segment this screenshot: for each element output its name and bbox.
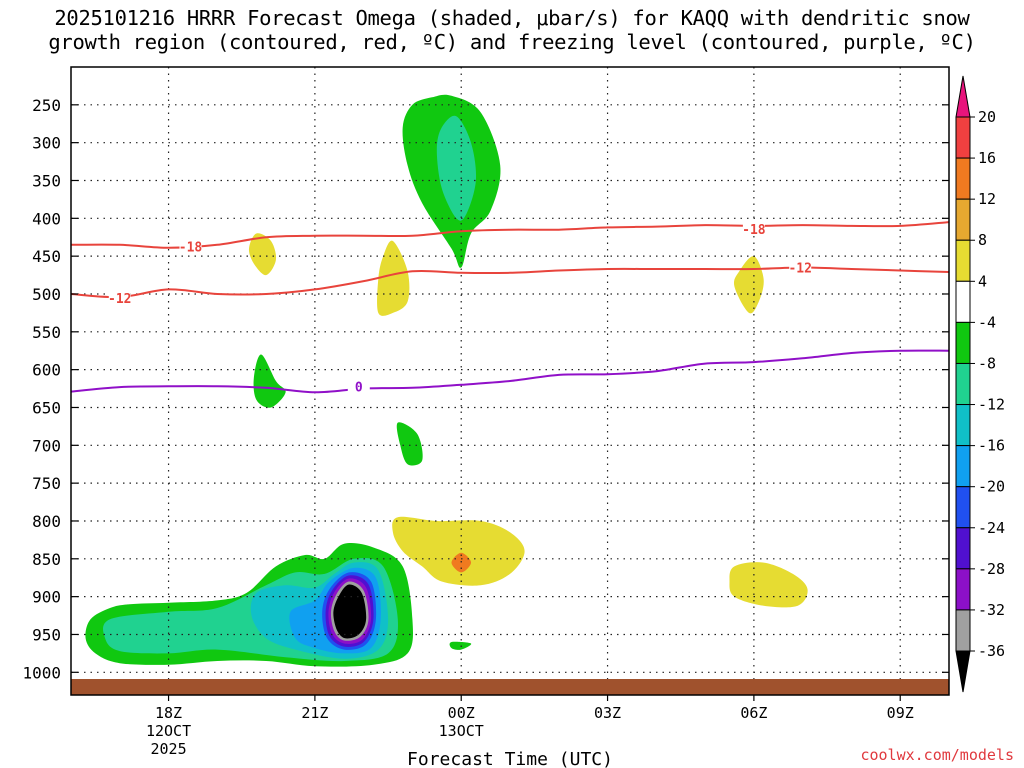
x-tick-date-00Z: 13OCT — [439, 722, 484, 740]
x-tick-year-18Z: 2025 — [150, 740, 186, 758]
contour-line--12 — [71, 266, 949, 299]
colorbar-top-arrow — [955, 75, 971, 118]
colorbar-label-11: -28 — [978, 560, 1005, 578]
omega-region-16 — [733, 256, 764, 314]
omega-region-1 — [436, 115, 477, 221]
colorbar-label-5: -4 — [978, 313, 996, 331]
y-axis: 250 300 350 400 450 500 550 600 650 700 750 800 850 9… — [22, 96, 949, 682]
omega-region-10 — [333, 584, 367, 639]
contour-label-bg-0-0 — [347, 379, 370, 394]
omega-region-11 — [253, 354, 286, 408]
y-tick-label-600: 600 — [32, 361, 61, 380]
y-tick-label-1000: 1000 — [22, 663, 61, 682]
colorbar-swatch-0 — [955, 116, 971, 159]
y-tick-label-750: 750 — [32, 474, 61, 493]
y-tick-label-700: 700 — [32, 436, 61, 455]
colorbar-label-7: -12 — [978, 396, 1005, 414]
y-tick-label-950: 950 — [32, 625, 61, 644]
colorbar-label-1: 16 — [978, 149, 996, 167]
title-line-2: growth region (contoured, red, ºC) and f… — [48, 30, 976, 54]
y-tick-label-850: 850 — [32, 550, 61, 569]
colorbar-swatch-2 — [955, 198, 971, 241]
colorbar: 20 16 12 8 4 -4 -8 -12 -16 -20 -24 -28 -32 -36 — [955, 75, 1005, 693]
plot-frame — [70, 66, 950, 696]
y-tick-label-450: 450 — [32, 247, 61, 266]
contour-label-bg--18-0 — [179, 239, 202, 254]
colorbar-swatch-8 — [955, 445, 971, 488]
colorbar-swatch-1 — [955, 157, 971, 200]
colorbar-swatch-12 — [955, 609, 971, 652]
y-tick-label-400: 400 — [32, 209, 61, 228]
y-tick-label-800: 800 — [32, 512, 61, 531]
x-tick-label-03Z: 03Z — [594, 704, 621, 722]
colorbar-swatch-6 — [955, 362, 971, 406]
colorbar-swatch-3 — [955, 239, 971, 282]
colorbar-swatch-7 — [955, 404, 971, 447]
y-tick-label-250: 250 — [32, 96, 61, 115]
y-tick-label-900: 900 — [32, 588, 61, 607]
contour-line-0 — [71, 349, 949, 394]
contour-label-0-0: 0 — [355, 380, 363, 395]
colorbar-label-9: -20 — [978, 478, 1005, 496]
contour-label-bg--12-1 — [789, 260, 812, 275]
y-tick-label-350: 350 — [32, 171, 61, 190]
chart-title: 2025101216 HRRR Forecast Omega (shaded, … — [0, 6, 1024, 54]
colorbar-label-13: -36 — [978, 642, 1005, 660]
contour-label--18-0: -18 — [179, 240, 203, 255]
colorbar-swatch-5 — [955, 321, 971, 364]
y-tick-label-550: 550 — [32, 323, 61, 342]
contour-label-bg--12-0 — [108, 290, 131, 305]
x-tick-label-00Z: 00Z — [448, 704, 475, 722]
omega-region-19 — [729, 562, 808, 608]
omega-fills — [85, 94, 808, 667]
colorbar-label-10: -24 — [978, 519, 1005, 537]
x-tick-label-06Z: 06Z — [740, 704, 767, 722]
contour-label--12-0: -12 — [108, 292, 131, 307]
omega-region-15 — [377, 240, 410, 316]
colorbar-label-12: -32 — [978, 601, 1005, 619]
y-tick-label-300: 300 — [32, 134, 61, 153]
contour-label--12-1: -12 — [788, 262, 811, 277]
credit-text: coolwx.com/models — [860, 746, 1014, 764]
x-tick-label-09Z: 09Z — [887, 704, 914, 722]
colorbar-label-0: 20 — [978, 108, 996, 126]
colorbar-swatch-11 — [955, 568, 971, 611]
colorbar-label-8: -16 — [978, 437, 1005, 455]
x-tick-date-18Z: 12OCT — [146, 722, 191, 740]
y-tick-label-500: 500 — [32, 285, 61, 304]
colorbar-swatch-10 — [955, 527, 971, 570]
temperature-contours: -18 -18 -12 -12 0 — [71, 221, 949, 395]
x-axis-label: Forecast Time (UTC) — [407, 749, 613, 768]
colorbar-swatch-4 — [955, 280, 971, 323]
omega-region-14 — [248, 233, 277, 276]
omega-region-17 — [392, 516, 525, 586]
contour-line--18 — [71, 221, 949, 249]
omega-region-12 — [396, 422, 423, 466]
y-tick-label-650: 650 — [32, 398, 61, 417]
omega-region-13 — [449, 641, 472, 650]
contour-label-bg--18-1 — [742, 221, 765, 236]
ground-surface — [71, 679, 949, 695]
colorbar-swatch-9 — [955, 486, 971, 529]
grid-lines — [71, 67, 949, 679]
title-line-1: 2025101216 HRRR Forecast Omega (shaded, … — [54, 6, 970, 30]
colorbar-label-3: 8 — [978, 231, 987, 249]
colorbar-label-4: 4 — [978, 272, 987, 290]
x-tick-label-21Z: 21Z — [301, 704, 328, 722]
contour-label--18-1: -18 — [742, 223, 766, 238]
omega-region-18 — [451, 552, 471, 573]
colorbar-bottom-arrow — [955, 650, 971, 693]
colorbar-label-6: -8 — [978, 354, 996, 372]
x-tick-label-18Z: 18Z — [155, 704, 182, 722]
colorbar-label-2: 12 — [978, 190, 996, 208]
